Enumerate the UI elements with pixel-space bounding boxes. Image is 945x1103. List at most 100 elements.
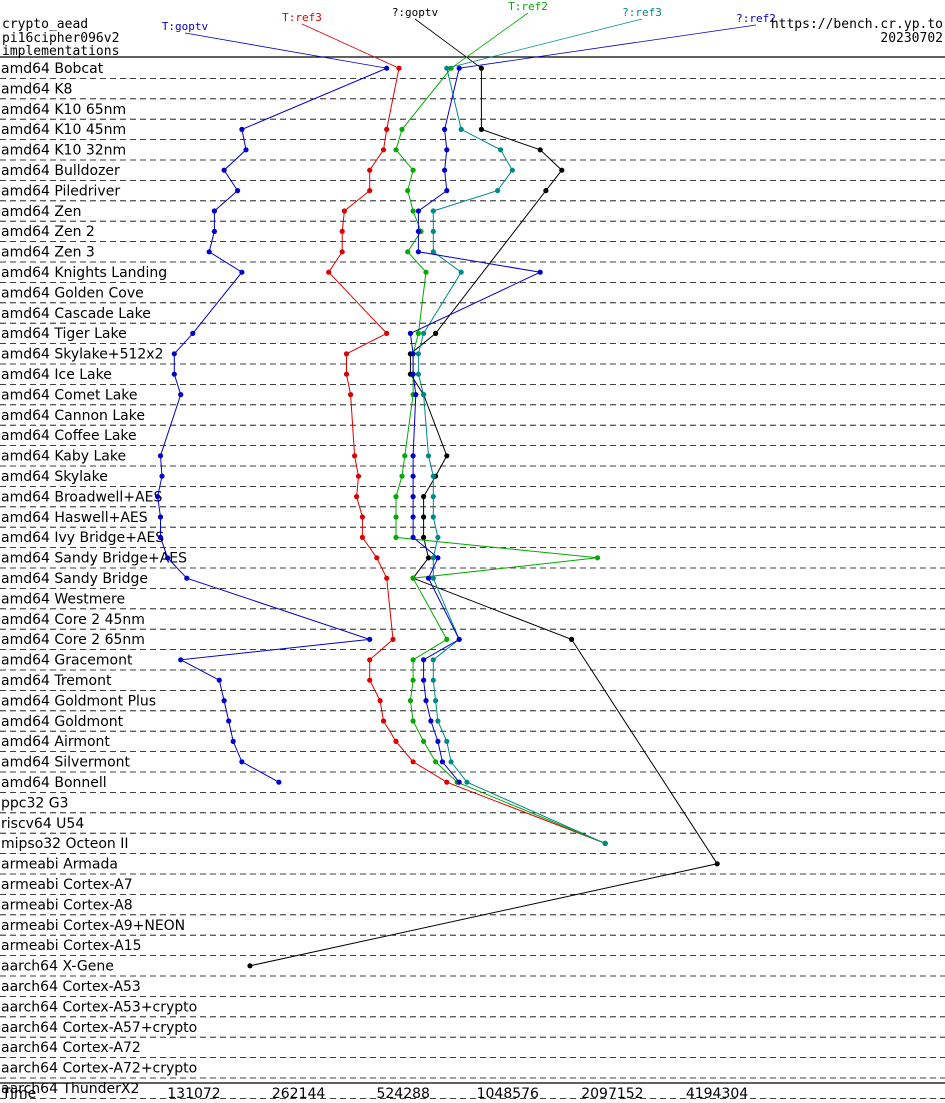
data-point xyxy=(456,636,462,643)
data-point xyxy=(410,677,416,683)
data-point xyxy=(430,657,436,663)
chart-header: crypto_aead pi16cipher096v2 implementati… xyxy=(2,17,943,59)
data-point xyxy=(458,126,464,132)
data-point xyxy=(444,636,450,643)
data-point xyxy=(421,534,427,541)
data-point xyxy=(157,534,164,541)
data-point xyxy=(410,514,416,520)
x-tick-label: 262144 xyxy=(272,1086,326,1102)
data-point xyxy=(464,779,470,785)
data-point xyxy=(428,718,434,724)
data-point xyxy=(343,351,350,357)
row-label: aarch64 ThunderX2 xyxy=(1,1081,139,1097)
x-axis: Time 131072 262144 524288 1048576 2097152 419… xyxy=(1,1086,748,1102)
data-point xyxy=(384,330,390,336)
data-point xyxy=(435,718,441,724)
data-point xyxy=(393,147,399,153)
data-point xyxy=(239,759,245,765)
data-point xyxy=(226,718,232,724)
data-point xyxy=(413,392,419,398)
data-point xyxy=(276,779,282,785)
data-point xyxy=(402,453,408,459)
data-point xyxy=(211,208,217,214)
data-point xyxy=(421,514,427,520)
data-point xyxy=(221,698,227,704)
data-point xyxy=(444,738,450,745)
x-tick-label: 2097152 xyxy=(581,1086,643,1102)
data-point xyxy=(430,208,436,214)
data-point xyxy=(410,494,416,500)
row-label: amd64 Kaby Lake xyxy=(1,449,126,465)
data-point xyxy=(430,555,436,561)
data-point xyxy=(247,963,253,969)
row-label: armeabi Cortex-A7 xyxy=(1,877,133,893)
data-point xyxy=(421,330,427,336)
data-point xyxy=(444,147,450,153)
data-point xyxy=(393,494,399,500)
data-point xyxy=(415,330,421,336)
row-label: amd64 Zen 3 xyxy=(1,245,95,261)
data-point xyxy=(410,575,416,581)
data-point xyxy=(430,575,436,581)
legend-leader xyxy=(301,23,400,69)
row-label: amd64 Goldmont xyxy=(1,714,124,730)
row-grid xyxy=(0,78,945,1099)
row-label: aarch64 Cortex-A57+crypto xyxy=(1,1020,197,1036)
data-point xyxy=(159,473,165,479)
row-label: amd64 Haswell+AES xyxy=(1,510,148,526)
data-point xyxy=(559,167,565,173)
data-point xyxy=(410,351,416,357)
data-point xyxy=(352,453,358,459)
data-point xyxy=(537,147,543,153)
legend-leader xyxy=(184,32,387,69)
data-point xyxy=(423,269,429,275)
data-point xyxy=(425,453,432,459)
row-label: amd64 Golden Cove xyxy=(1,285,144,301)
x-tick-label: 131072 xyxy=(167,1086,220,1102)
header-line2: pi16cipher096v2 xyxy=(2,31,119,46)
data-point xyxy=(430,494,436,500)
series-line xyxy=(157,67,387,783)
data-point xyxy=(399,473,405,479)
data-point xyxy=(384,575,390,581)
row-label: amd64 Zen 2 xyxy=(1,224,95,240)
data-point xyxy=(374,555,380,561)
row-label: amd64 Cascade Lake xyxy=(1,306,151,322)
row-label: amd64 Core 2 45nm xyxy=(1,612,145,628)
data-point xyxy=(430,473,436,479)
x-tick-label: 1048576 xyxy=(477,1086,539,1102)
data-point xyxy=(458,269,464,275)
data-point xyxy=(439,759,445,765)
row-label: amd64 Core 2 65nm xyxy=(1,632,145,648)
header-url: https://bench.cr.yp.to xyxy=(771,17,943,32)
legend-label: T:ref2 xyxy=(508,0,548,13)
data-point xyxy=(157,514,164,520)
data-point xyxy=(435,534,441,541)
data-point xyxy=(243,147,249,153)
row-label: armeabi Cortex-A9+NEON xyxy=(1,918,185,934)
row-label: amd64 K10 65nm xyxy=(1,102,126,118)
data-point xyxy=(537,269,543,275)
data-point xyxy=(444,779,450,785)
data-point xyxy=(407,698,413,704)
data-point xyxy=(405,249,411,255)
row-label: aarch64 Cortex-A53+crypto xyxy=(1,999,197,1015)
row-label: aarch64 Cortex-A53 xyxy=(1,979,141,995)
data-point xyxy=(190,330,196,336)
row-label: amd64 Knights Landing xyxy=(1,265,167,281)
x-axis-title: Time xyxy=(1,1086,36,1102)
data-point xyxy=(410,208,416,214)
data-point xyxy=(410,657,416,663)
data-point xyxy=(384,126,390,132)
data-point xyxy=(348,392,354,398)
row-label: amd64 K8 xyxy=(1,81,72,97)
data-point xyxy=(498,147,504,153)
data-point xyxy=(433,330,439,336)
row-label: amd64 Bobcat xyxy=(1,61,104,77)
data-point xyxy=(339,228,345,234)
data-point xyxy=(594,555,601,561)
data-point xyxy=(157,453,164,459)
row-label: aarch64 Cortex-A72 xyxy=(1,1040,141,1056)
data-point xyxy=(390,636,396,643)
data-point xyxy=(407,330,413,336)
